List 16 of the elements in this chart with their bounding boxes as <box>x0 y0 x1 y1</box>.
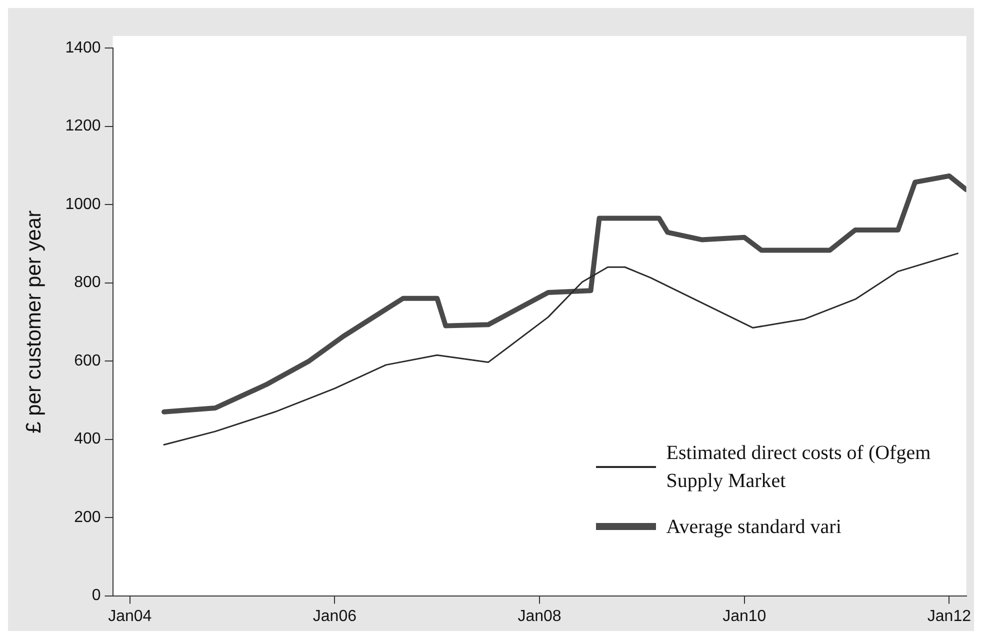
x-tick-label: Jan12 <box>927 608 972 625</box>
x-tick-label: Jan08 <box>518 608 562 625</box>
y-tick-label: 0 <box>92 587 101 604</box>
y-tick-label: 1200 <box>65 118 101 135</box>
y-tick-label: 200 <box>74 508 101 526</box>
y-tick-label: 400 <box>74 430 101 448</box>
legend-label: Average standard vari <box>666 514 842 540</box>
y-tick-label: 1000 <box>65 196 101 213</box>
x-tick-label: Jan06 <box>312 608 357 625</box>
y-tick-label: 1400 <box>65 39 101 56</box>
legend-label: Estimated direct costs of (Ofgem Supply Market <box>666 440 932 494</box>
x-tick-label: Jan04 <box>108 608 152 625</box>
y-tick-label: 600 <box>74 352 101 370</box>
y-tick-label: 800 <box>74 274 101 292</box>
y-axis-title: £ per customer per year <box>22 210 46 434</box>
x-tick-label: Jan10 <box>722 608 766 625</box>
